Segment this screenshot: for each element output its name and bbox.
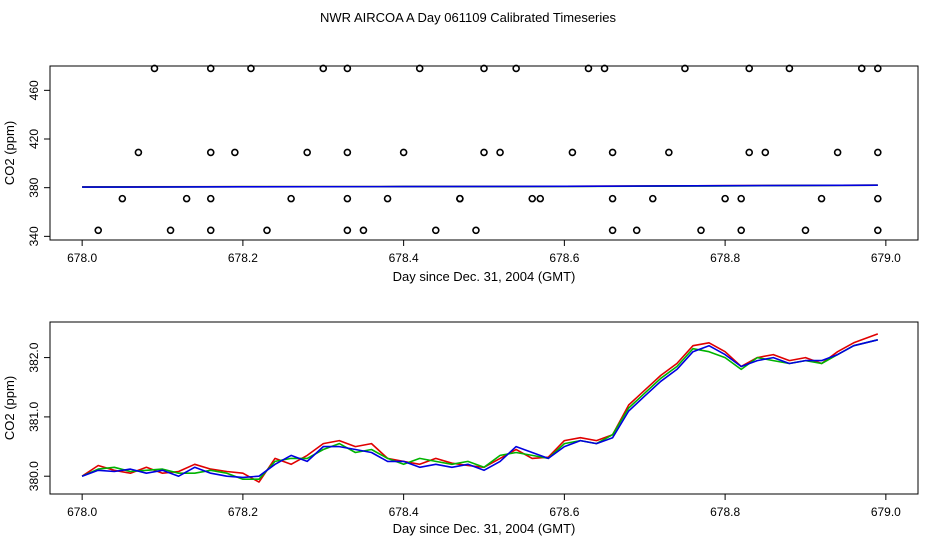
data-point: [697, 226, 705, 235]
data-point: [528, 194, 537, 203]
bottom-x-axis-label: Day since Dec. 31, 2004 (GMT): [393, 521, 576, 536]
data-point: [785, 64, 794, 73]
series-line-green: [81, 339, 878, 481]
x-tick-label: 678.8: [710, 505, 740, 519]
x-tick-label: 678.0: [67, 251, 97, 265]
data-point: [608, 194, 617, 203]
data-point: [359, 226, 368, 235]
data-point: [632, 226, 641, 235]
y-tick-label: 340: [27, 226, 41, 246]
data-point: [231, 148, 239, 157]
data-point: [665, 148, 673, 157]
x-tick-label: 678.6: [549, 251, 579, 265]
data-point: [206, 64, 215, 73]
data-point: [874, 226, 882, 235]
y-tick-label: 460: [27, 80, 41, 100]
series-line-red: [81, 333, 879, 483]
data-point: [874, 64, 882, 73]
y-tick-label: 380.0: [27, 461, 41, 491]
x-tick-label: 678.6: [549, 505, 579, 519]
data-point: [431, 226, 440, 235]
data-point: [343, 194, 352, 203]
data-point: [536, 194, 545, 203]
data-point: [343, 226, 352, 235]
data-point: [608, 226, 617, 235]
data-point: [303, 148, 311, 157]
top-panel: 678.0 678.2 678.4 678.6 678.8 679.0 340 380 420…: [2, 64, 919, 284]
y-tick-label: 381.0: [27, 402, 41, 432]
x-tick-label: 678.2: [228, 251, 258, 265]
series-line-blue: [82, 184, 878, 188]
data-point: [383, 194, 392, 203]
y-tick-label: 420: [27, 129, 41, 149]
data-point: [496, 148, 504, 157]
data-point: [472, 226, 480, 235]
data-point: [648, 194, 657, 203]
data-point: [343, 64, 352, 73]
data-point: [456, 194, 464, 203]
data-point: [150, 64, 159, 73]
top-plot-frame: [49, 65, 919, 241]
x-tick-label: 678.2: [228, 505, 258, 519]
y-tick-label: 382.0: [27, 342, 41, 372]
bottom-y-axis-label: CO2 (ppm): [2, 376, 17, 440]
data-point: [343, 148, 352, 157]
data-point: [319, 64, 328, 73]
top-x-axis-label: Day since Dec. 31, 2004 (GMT): [393, 269, 576, 284]
x-tick-label: 678.4: [389, 505, 419, 519]
x-tick-label: 679.0: [871, 505, 901, 519]
data-point: [480, 64, 488, 73]
data-point: [857, 64, 866, 73]
data-point: [206, 194, 215, 203]
data-point: [247, 64, 255, 73]
data-point: [874, 148, 882, 157]
bottom-panel: 678.0 678.2 678.4 678.6 678.8 679.0 380.0 381.…: [2, 321, 919, 536]
data-point: [721, 194, 729, 203]
data-point: [206, 148, 215, 157]
data-point: [584, 64, 593, 73]
data-point: [206, 226, 215, 235]
data-point: [263, 226, 271, 235]
data-point: [600, 64, 609, 73]
data-point: [761, 148, 770, 157]
data-point: [480, 148, 488, 157]
series-line-blue: [81, 339, 878, 479]
chart-title: NWR AIRCOA A Day 061109 Calibrated Times…: [320, 10, 616, 25]
data-point: [681, 64, 689, 73]
x-tick-label: 679.0: [871, 251, 901, 265]
data-point: [801, 226, 810, 235]
data-point: [166, 226, 175, 235]
data-point: [745, 148, 754, 157]
data-point: [737, 226, 745, 235]
data-point: [608, 148, 617, 157]
data-point: [118, 194, 127, 203]
x-tick-label: 678.0: [67, 505, 97, 519]
data-point: [874, 194, 882, 203]
bottom-plot-frame: [49, 321, 919, 495]
x-tick-label: 678.4: [389, 251, 419, 265]
data-point: [134, 148, 143, 157]
top-y-axis-label: CO2 (ppm): [2, 121, 17, 185]
data-point: [568, 148, 577, 157]
data-point: [833, 148, 842, 157]
data-point: [817, 194, 826, 203]
data-point: [512, 64, 520, 73]
y-tick-label: 380: [27, 177, 41, 197]
data-point: [415, 64, 424, 73]
data-point: [737, 194, 745, 203]
data-point: [399, 148, 408, 157]
data-point: [287, 194, 295, 203]
data-point: [182, 194, 191, 203]
data-point: [94, 226, 103, 235]
data-point: [745, 64, 754, 73]
x-tick-label: 678.8: [710, 251, 740, 265]
